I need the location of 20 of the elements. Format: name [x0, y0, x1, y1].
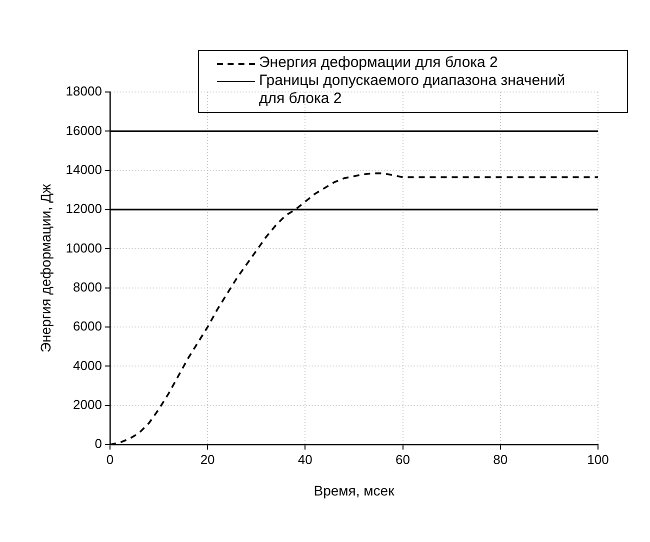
x-tick-label: 20	[200, 452, 215, 467]
x-axis-title: Время, мсек	[314, 482, 396, 498]
legend-label: Энергия деформации для блока 2	[259, 54, 498, 72]
x-tick-label: 80	[493, 452, 508, 467]
y-tick-label: 2000	[73, 397, 102, 412]
y-tick-label: 4000	[73, 358, 102, 373]
legend-label: Границы допускаемого диапазона значений для блока 2	[259, 72, 566, 108]
y-tick-label: 16000	[66, 122, 102, 138]
x-tick-label: 60	[396, 452, 410, 467]
y-tick-label: 18000	[66, 84, 102, 99]
y-axis-title: Энергия деформации, Дж	[37, 183, 54, 353]
y-tick-label: 12000	[66, 201, 102, 216]
y-tick-label: 8000	[73, 279, 102, 294]
x-tick-label: 100	[587, 452, 609, 467]
x-tick-label: 40	[298, 452, 312, 467]
y-tick-label: 14000	[66, 162, 102, 177]
y-tick-label: 0	[94, 436, 102, 452]
y-tick-label: 6000	[73, 318, 102, 334]
x-tick-label: 0	[106, 452, 114, 467]
y-tick-label: 10000	[66, 240, 102, 256]
